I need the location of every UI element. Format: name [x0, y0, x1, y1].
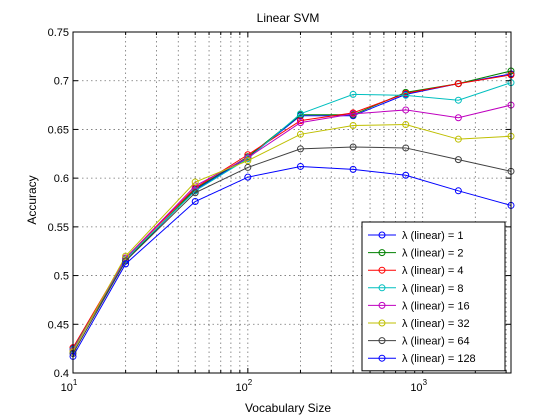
y-tick-label: 0.4	[54, 368, 69, 380]
data-point	[191, 198, 199, 206]
data-point	[349, 165, 357, 173]
data-point	[402, 106, 410, 114]
legend-marker	[378, 354, 386, 362]
y-tick-label: 0.65	[48, 124, 69, 136]
y-tick-label: 0.55	[48, 222, 69, 234]
data-point	[296, 117, 304, 125]
legend-item: λ (linear) = 128	[368, 353, 476, 365]
data-point	[244, 157, 252, 165]
y-tick-label: 0.6	[54, 173, 69, 185]
legend-marker	[378, 319, 386, 327]
y-tick-label: 0.5	[54, 271, 69, 283]
y-axis-label: Accuracy	[25, 175, 39, 224]
legend-item: λ (linear) = 1	[368, 230, 463, 242]
data-point	[296, 145, 304, 153]
x-tick-label: 102	[235, 378, 252, 394]
legend-marker	[378, 249, 386, 257]
legend-marker	[378, 266, 386, 274]
legend-item: λ (linear) = 2	[368, 248, 463, 260]
data-point	[454, 96, 462, 104]
data-point	[296, 130, 304, 138]
data-point	[244, 173, 252, 181]
data-point	[454, 187, 462, 195]
series-4	[69, 79, 515, 354]
data-point	[349, 122, 357, 130]
series-line	[72, 165, 512, 357]
data-point	[402, 89, 410, 97]
x-tick-label: 103	[410, 378, 427, 394]
series-8	[69, 162, 515, 360]
legend-marker	[378, 284, 386, 292]
legend-label: λ (linear) = 2	[402, 248, 463, 260]
legend-marker	[378, 231, 386, 239]
y-tick-label: 0.7	[54, 76, 69, 88]
legend-item: λ (linear) = 8	[368, 283, 463, 295]
legend-label: λ (linear) = 4	[402, 265, 463, 277]
data-point	[454, 114, 462, 122]
data-point	[122, 260, 130, 268]
legend-marker	[378, 301, 386, 309]
data-point	[454, 156, 462, 164]
legend-label: λ (linear) = 8	[402, 283, 463, 295]
y-tick-label: 0.45	[48, 319, 69, 331]
data-point	[402, 91, 410, 99]
data-point	[349, 110, 357, 118]
legend-label: λ (linear) = 64	[402, 336, 470, 348]
data-point	[349, 143, 357, 151]
legend-label: λ (linear) = 128	[402, 353, 476, 365]
series-7	[69, 143, 515, 358]
data-point	[191, 189, 199, 197]
legend-item: λ (linear) = 64	[368, 336, 470, 348]
series-line	[72, 104, 512, 351]
axis-ticks: 0.4 0.45 0.5 0.55 0.6 0.65 0.7 0.75 101 102 103	[48, 27, 511, 394]
data-point	[402, 171, 410, 179]
x-axis-label: Vocabulary Size	[245, 401, 331, 415]
legend-marker	[378, 337, 386, 345]
legend-item: λ (linear) = 32	[368, 318, 470, 330]
data-point	[191, 178, 199, 186]
data-point	[349, 90, 357, 98]
data-point	[296, 162, 304, 170]
legend-label: λ (linear) = 1	[402, 230, 463, 242]
legend: λ (linear) = 1 λ (linear) = 2 λ (linear) =…	[361, 221, 506, 372]
legend-item: λ (linear) = 4	[368, 265, 463, 277]
legend-label: λ (linear) = 16	[402, 300, 470, 312]
legend-box	[361, 221, 506, 372]
y-tick-label: 0.75	[48, 27, 69, 39]
data-point	[296, 110, 304, 118]
series-line	[72, 82, 512, 350]
data-point	[402, 144, 410, 152]
data-point	[454, 80, 462, 88]
series-line	[72, 146, 512, 354]
plot-frame	[72, 31, 512, 374]
legend-label: λ (linear) = 32	[402, 318, 470, 330]
data-point	[402, 121, 410, 129]
chart-title: Linear SVM	[257, 11, 320, 25]
data-point	[454, 135, 462, 143]
data-point	[122, 252, 130, 260]
x-tick-label: 101	[61, 378, 78, 394]
data-point	[244, 163, 252, 171]
data-point	[296, 119, 304, 127]
legend-item: λ (linear) = 16	[368, 300, 470, 312]
series-line	[72, 124, 512, 352]
